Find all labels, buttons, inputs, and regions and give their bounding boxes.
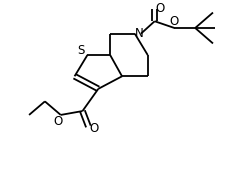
- Text: O: O: [53, 115, 62, 128]
- Text: N: N: [134, 27, 143, 40]
- Text: O: O: [90, 122, 99, 135]
- Text: O: O: [155, 2, 164, 15]
- Text: O: O: [170, 15, 179, 28]
- Text: S: S: [77, 44, 84, 57]
